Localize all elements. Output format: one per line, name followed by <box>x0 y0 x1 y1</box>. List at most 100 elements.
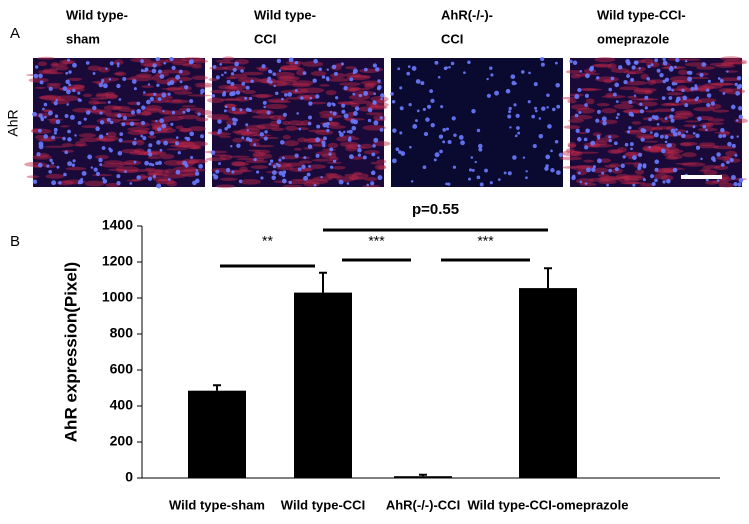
nucleus <box>245 123 249 127</box>
nucleus <box>149 130 155 136</box>
nucleus <box>616 112 620 116</box>
stain <box>665 155 678 160</box>
nucleus <box>534 106 538 110</box>
nucleus <box>68 70 72 74</box>
nucleus <box>98 82 104 88</box>
nucleus <box>533 82 538 87</box>
nucleus <box>579 180 583 184</box>
stain <box>159 128 168 133</box>
nucleus <box>736 119 739 122</box>
nucleus <box>438 134 444 139</box>
nucleus <box>155 161 159 166</box>
nucleus <box>550 149 553 153</box>
nucleus <box>149 96 154 102</box>
nucleus <box>558 152 564 158</box>
nucleus <box>272 72 276 76</box>
nucleus <box>175 136 179 139</box>
nucleus <box>232 121 237 126</box>
nucleus <box>152 174 157 179</box>
significance-label: ** <box>262 233 273 249</box>
stain <box>348 175 360 181</box>
column-label: AhR(-/-)- <box>441 7 493 22</box>
nucleus <box>737 182 742 187</box>
nucleus <box>677 131 682 136</box>
stain <box>273 71 295 78</box>
stain <box>364 82 377 88</box>
nucleus <box>322 144 326 148</box>
stain <box>721 155 733 159</box>
column-label: CCI <box>441 31 463 46</box>
stain <box>369 106 387 109</box>
nucleus <box>705 128 708 132</box>
stain <box>126 179 140 182</box>
stain <box>579 87 597 92</box>
stain <box>635 133 655 139</box>
nucleus <box>328 117 333 122</box>
stain <box>195 85 214 88</box>
stain <box>292 80 314 86</box>
nucleus <box>62 86 68 91</box>
stain <box>588 143 613 148</box>
stain <box>169 144 187 148</box>
nucleus <box>375 67 380 72</box>
nucleus <box>700 157 703 161</box>
nucleus <box>48 86 53 91</box>
nucleus <box>151 68 157 74</box>
stain <box>568 118 584 123</box>
nucleus <box>215 75 220 80</box>
stain <box>251 115 275 119</box>
y-tick-label: 1400 <box>102 217 133 233</box>
nucleus <box>644 95 649 100</box>
stain <box>114 106 131 109</box>
stain <box>178 114 200 120</box>
nucleus <box>161 123 167 129</box>
nucleus <box>58 181 62 185</box>
nucleus <box>87 110 91 114</box>
nucleus <box>697 116 702 122</box>
stain <box>285 125 298 131</box>
stain <box>609 163 621 168</box>
nucleus <box>647 64 651 69</box>
stain <box>47 118 64 121</box>
nucleus <box>231 106 236 112</box>
nucleus <box>322 122 328 128</box>
nucleus <box>37 162 43 168</box>
stain <box>312 176 333 182</box>
nucleus <box>654 58 659 63</box>
nucleus <box>592 165 596 169</box>
nucleus <box>554 139 559 144</box>
stain <box>598 180 618 185</box>
nucleus <box>486 77 489 81</box>
micrograph-texture <box>203 56 391 189</box>
significance-label: p=0.55 <box>412 201 459 218</box>
nucleus <box>664 77 670 82</box>
nucleus <box>132 140 137 146</box>
nucleus <box>601 116 607 122</box>
stain <box>615 173 630 179</box>
stain <box>46 82 62 86</box>
nucleus <box>66 89 71 95</box>
nucleus <box>278 158 282 162</box>
significance-label: *** <box>477 233 494 249</box>
stain <box>230 169 253 173</box>
stain <box>695 144 720 149</box>
nucleus <box>308 101 313 106</box>
nucleus <box>276 58 282 64</box>
stain <box>624 181 646 185</box>
nucleus <box>326 78 330 82</box>
nucleus <box>720 127 725 133</box>
nucleus <box>514 134 518 138</box>
stain <box>364 177 378 182</box>
stain <box>644 140 659 143</box>
nucleus <box>175 169 181 175</box>
nucleus <box>288 57 294 63</box>
stain <box>567 144 577 148</box>
nucleus <box>735 90 740 96</box>
nucleus <box>620 163 625 169</box>
stain <box>669 76 692 82</box>
column-label: sham <box>66 31 100 46</box>
nucleus <box>222 92 226 97</box>
nucleus <box>224 105 228 109</box>
stain <box>144 105 163 111</box>
